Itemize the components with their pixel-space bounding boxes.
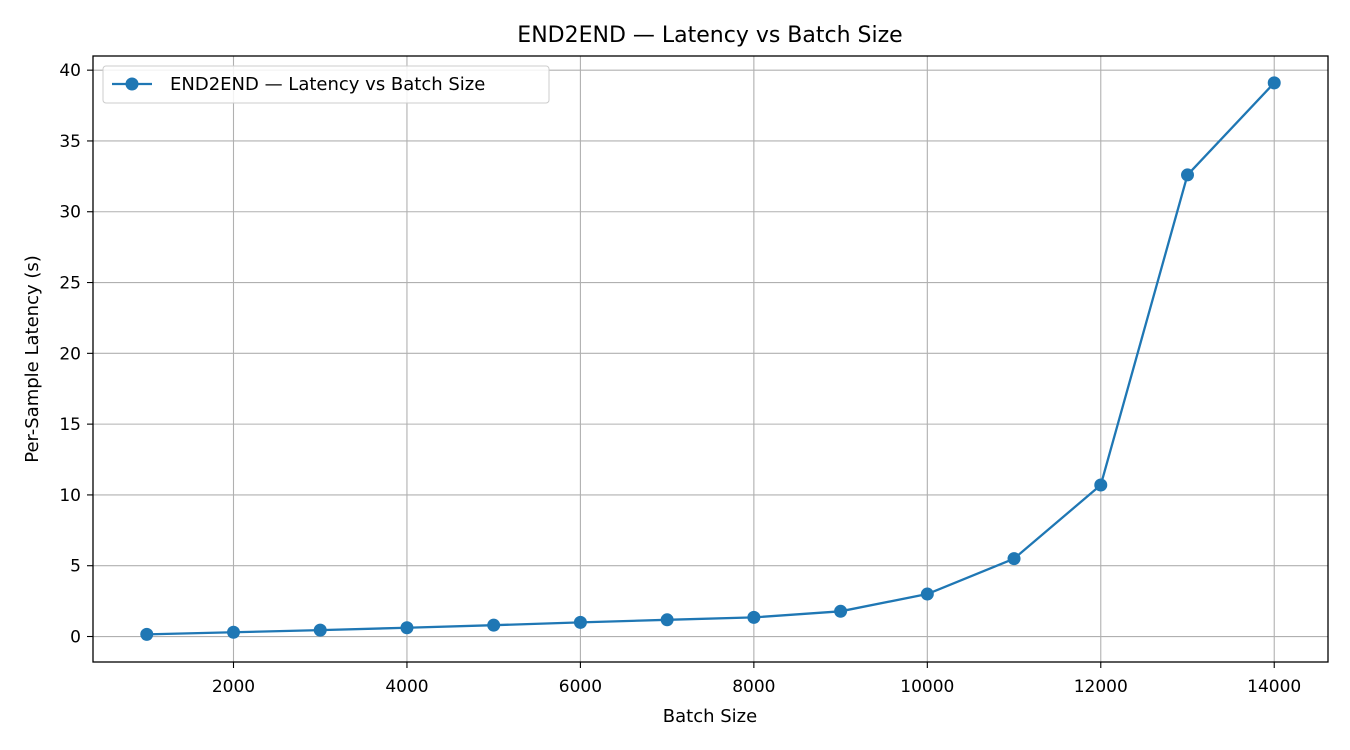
x-tick-label: 12000 xyxy=(1074,677,1128,697)
x-tick-label: 2000 xyxy=(212,677,255,697)
series-layer xyxy=(140,76,1281,641)
x-tick-label: 4000 xyxy=(385,677,428,697)
y-tick-label: 5 xyxy=(70,557,81,577)
y-tick-label: 20 xyxy=(59,344,81,364)
data-point xyxy=(140,627,154,641)
legend-box xyxy=(102,65,550,104)
x-tick-label: 6000 xyxy=(559,677,602,697)
data-point xyxy=(1181,168,1195,182)
y-axis-title: Per-Sample Latency (s) xyxy=(22,255,43,463)
x-tick-label: 8000 xyxy=(732,677,775,697)
y-tick-label: 35 xyxy=(59,132,81,152)
y-tick-label: 40 xyxy=(59,61,81,81)
x-tick-label: 14000 xyxy=(1247,677,1301,697)
data-point xyxy=(1007,552,1021,566)
data-point xyxy=(573,615,587,629)
y-tick-label: 0 xyxy=(70,628,81,648)
y-axis-ticks: 0 5 10 15 20 25 30 35 40 xyxy=(59,61,93,648)
y-tick-label: 30 xyxy=(59,203,81,223)
data-point xyxy=(920,587,934,601)
data-point xyxy=(747,610,761,624)
data-point xyxy=(226,625,240,639)
data-point xyxy=(487,618,501,632)
x-tick-label: 10000 xyxy=(900,677,954,697)
data-point xyxy=(834,604,848,618)
data-point xyxy=(313,623,327,637)
chart-title: END2END — Latency vs Batch Size xyxy=(517,23,902,48)
y-tick-label: 10 xyxy=(59,486,81,506)
y-tick-label: 25 xyxy=(59,274,81,294)
x-axis-ticks: 2000 4000 6000 8000 10000 12000 14000 xyxy=(212,662,1301,697)
series-line xyxy=(146,82,1276,636)
grid-lines xyxy=(93,56,1328,662)
data-point xyxy=(400,621,414,635)
data-point xyxy=(1094,478,1108,492)
legend-label: END2END — Latency vs Batch Size xyxy=(170,74,485,95)
plot-frame xyxy=(92,55,1329,663)
y-tick-label: 15 xyxy=(59,415,81,435)
data-point xyxy=(1267,76,1281,90)
legend: END2END — Latency vs Batch Size xyxy=(102,65,550,104)
data-point xyxy=(660,613,674,627)
x-axis-title: Batch Size xyxy=(663,706,757,727)
legend-marker-swatch xyxy=(125,77,139,91)
